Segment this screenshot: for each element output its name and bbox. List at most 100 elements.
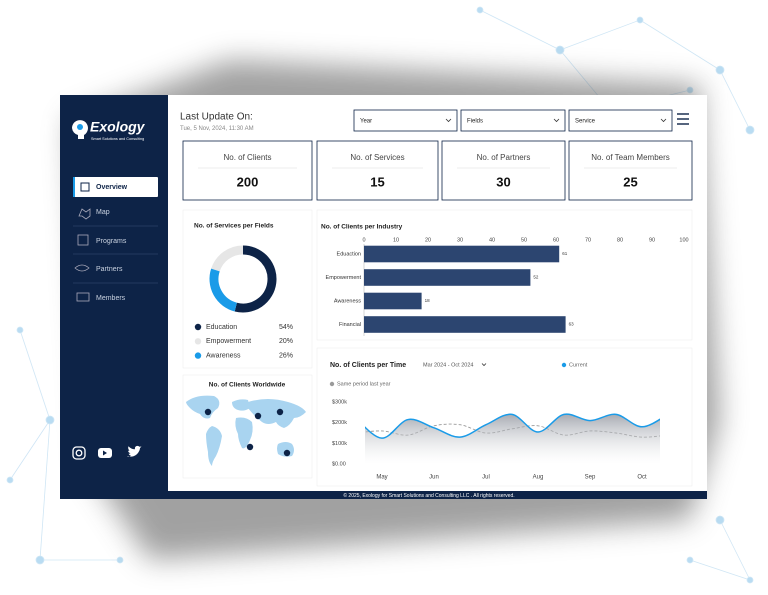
donut-chart: Education 54% Empowerment 20% Awareness 26% xyxy=(194,245,293,359)
kpi-label: No. of Partners xyxy=(477,153,531,162)
bar-value-label: 18 xyxy=(425,298,431,303)
bar xyxy=(364,292,422,310)
y-tick-label: $100k xyxy=(332,441,347,447)
nav-active-bg[interactable] xyxy=(73,177,158,197)
y-tick-label: Awareness xyxy=(334,298,361,304)
x-tick-label: 10 xyxy=(393,237,399,243)
brand-tagline: Smart Solutions and Consulting xyxy=(91,137,144,141)
kpi-label: No. of Clients xyxy=(223,153,271,162)
period-selector[interactable]: Mar 2024 - Oct 2024 xyxy=(423,362,473,368)
kpi-card xyxy=(182,140,313,201)
footer-text: © 2025, Exology for Smart Solutions and … xyxy=(343,492,514,499)
nav-item[interactable]: Programs xyxy=(96,238,127,245)
kpi-cards: No. of Clients 200 No. of Services 15 No. of… xyxy=(182,140,693,201)
legend-value: 54% xyxy=(279,324,293,331)
x-tick-label: 70 xyxy=(585,237,591,243)
legend-label: Awareness xyxy=(206,352,241,359)
x-tick-label: 0 xyxy=(362,237,365,243)
filter-label[interactable]: Fields xyxy=(467,119,483,125)
kpi-card xyxy=(441,140,566,201)
bar-chart: 0 10 20 30 40 50 60 70 80 90 100 Eduaction 61 Empower… xyxy=(326,237,689,336)
brand-name: Exology xyxy=(90,119,146,135)
y-tick-label: Financial xyxy=(339,322,361,328)
donut-segment xyxy=(209,268,238,312)
menu-icon[interactable] xyxy=(677,113,689,125)
y-tick-label: $0.00 xyxy=(332,461,346,467)
map-markers xyxy=(204,408,291,457)
y-tick-label: $200k xyxy=(332,420,347,426)
bar-value-label: 63 xyxy=(569,322,575,327)
legend-label: Same period last year xyxy=(337,381,391,387)
kpi-value: 15 xyxy=(370,174,384,189)
kpi-label: No. of Team Members xyxy=(591,153,670,162)
footer-bar xyxy=(168,491,707,499)
kpi-card xyxy=(568,140,693,201)
donut-segment xyxy=(234,245,277,313)
kpi-value: 30 xyxy=(496,174,510,189)
nav-icons xyxy=(74,182,91,302)
y-tick-label: $300k xyxy=(332,399,347,405)
header-title: Last Update On: xyxy=(180,112,253,123)
area-fill xyxy=(365,414,660,464)
header-timestamp: Tue, 5 Nov, 2024, 11:30 AM xyxy=(180,126,254,132)
x-tick-label: 90 xyxy=(649,237,655,243)
bar xyxy=(364,316,566,333)
x-tick-label: 60 xyxy=(553,237,559,243)
line-chart: $0.00 $100k $200k $300k May Jun Jul Aug Sep Oct Cu… xyxy=(329,362,660,481)
x-tick-label: 30 xyxy=(457,237,463,243)
nav-item[interactable]: Map xyxy=(96,209,110,216)
x-tick-label: Aug xyxy=(533,475,544,481)
filter-label[interactable]: Service xyxy=(575,119,596,125)
x-tick-label: 80 xyxy=(617,237,623,243)
kpi-value: 25 xyxy=(623,174,637,189)
nav-separators xyxy=(73,225,158,284)
x-tick-label: 100 xyxy=(679,237,688,243)
series-line xyxy=(365,413,660,439)
chart-title: No. of Services per Fields xyxy=(194,223,274,230)
legend-swatch xyxy=(194,323,202,331)
chart-title: No. of Clients per Time xyxy=(330,362,406,369)
x-tick-label: 20 xyxy=(425,237,431,243)
chart-title: No. of Clients Worldwide xyxy=(209,382,286,389)
nav-active-accent xyxy=(73,177,75,197)
legend-label: Current xyxy=(569,362,588,368)
social-icons[interactable] xyxy=(72,445,142,460)
x-tick-label: 40 xyxy=(489,237,495,243)
nav-item[interactable]: Members xyxy=(96,295,126,302)
nav-item[interactable]: Partners xyxy=(96,266,123,273)
legend-label: Empowerment xyxy=(206,338,251,345)
kpi-card xyxy=(316,140,439,201)
bar xyxy=(364,245,560,263)
filter-boxes[interactable] xyxy=(353,109,673,132)
filter-label[interactable]: Year xyxy=(360,119,372,125)
legend-swatch xyxy=(561,362,567,368)
chart-title: No. of Clients per Industry xyxy=(321,224,403,231)
bar-value-label: 52 xyxy=(533,275,539,280)
x-tick-label: Sep xyxy=(585,475,596,481)
x-tick-label: May xyxy=(376,475,387,481)
sidebar xyxy=(60,95,168,499)
nav-item[interactable]: Overview xyxy=(96,184,128,191)
bar xyxy=(364,269,531,286)
y-tick-label: Empowerment xyxy=(326,275,362,281)
bar-value-label: 61 xyxy=(562,251,568,256)
kpi-label: No. of Services xyxy=(350,153,404,162)
y-tick-label: Eduaction xyxy=(337,251,361,257)
dropdown-chevrons xyxy=(445,118,667,123)
period-chevron xyxy=(481,363,487,367)
x-tick-label: Jun xyxy=(429,475,439,481)
legend-swatch xyxy=(194,352,202,359)
legend-value: 20% xyxy=(279,338,293,345)
logo xyxy=(72,120,88,139)
plot-area xyxy=(365,413,660,464)
legend-value: 26% xyxy=(279,352,293,359)
donut-segment xyxy=(211,245,244,272)
legend-label: Education xyxy=(206,324,237,331)
x-tick-label: Oct xyxy=(637,475,647,481)
kpi-value: 200 xyxy=(237,174,259,189)
x-tick-label: Jul xyxy=(482,475,490,481)
legend-swatch xyxy=(194,338,202,345)
legend-swatch xyxy=(329,381,335,387)
x-tick-label: 50 xyxy=(521,237,527,243)
